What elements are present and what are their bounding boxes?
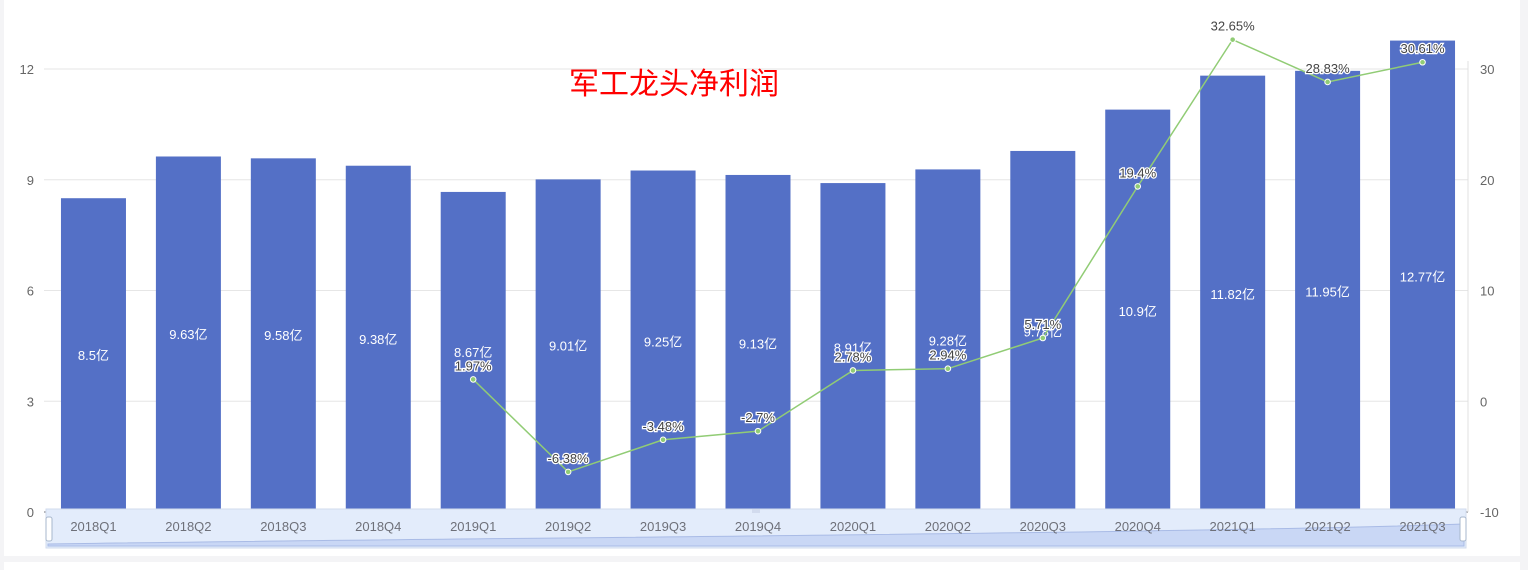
line-label-2021Q2: 28.83% [1306, 61, 1351, 76]
line-label-2019Q3: -3.48% [642, 419, 684, 434]
line-point-2020Q1 [849, 367, 857, 374]
category-label-2019Q2: 2019Q2 [545, 519, 591, 534]
category-label-2019Q3: 2019Q3 [640, 519, 686, 534]
bar-2019Q2 [535, 179, 601, 512]
line-label-2021Q3: 30.61% [1400, 41, 1445, 56]
bar-label-2020Q3: 9.78亿 [1024, 324, 1062, 339]
line-series [469, 36, 1426, 476]
line-point-2021Q3 [1419, 58, 1426, 66]
line-label-2019Q2: -6.38% [548, 451, 590, 466]
bar-2021Q2 [1295, 70, 1361, 513]
bar-labels: 8.5亿 9.63亿 9.58亿 9.38亿 8.67亿 9.01亿 9.25亿 9.13亿 8… [78, 269, 1445, 363]
category-label-2020Q4: 2020Q4 [1115, 519, 1161, 534]
bar-2018Q3 [250, 158, 316, 513]
bar-2018Q2 [155, 156, 221, 512]
right-tick--10: -10 [1480, 505, 1499, 520]
category-label-2018Q3: 2018Q3 [260, 519, 306, 534]
bar-label-2020Q1: 8.91亿 [834, 341, 872, 356]
bar-2021Q3 [1390, 40, 1456, 513]
line-label-2019Q1: 1.97% [455, 358, 492, 373]
bar-label-2021Q2: 11.95亿 [1305, 284, 1350, 299]
datazoom-handle-right[interactable] [1459, 516, 1467, 542]
category-label-2021Q1: 2021Q1 [1210, 519, 1256, 534]
line-point-2021Q2 [1324, 78, 1331, 86]
right-tick-0: 0 [1480, 394, 1487, 409]
line-label-2019Q4: -2.7% [741, 410, 775, 425]
bar-label-2019Q2: 9.01亿 [549, 339, 587, 354]
chart-title: 军工龙头净利润 [569, 68, 779, 101]
bar-label-2018Q2: 9.63亿 [169, 327, 207, 342]
line-point-2019Q3 [659, 436, 667, 444]
bar-2020Q1 [820, 183, 886, 512]
line-point-2019Q1 [469, 376, 477, 383]
bars [60, 40, 1456, 513]
category-label-2021Q3: 2021Q3 [1399, 519, 1445, 534]
category-label-2018Q4: 2018Q4 [355, 519, 401, 534]
line-point-2019Q2 [564, 468, 572, 476]
bar-label-2019Q4: 9.13亿 [739, 336, 777, 351]
bar-label-2021Q3: 12.77亿 [1400, 269, 1446, 284]
left-tick-0: 0 [27, 505, 34, 520]
category-label-2018Q1: 2018Q1 [70, 519, 116, 534]
category-label-2018Q2: 2018Q2 [165, 519, 211, 534]
right-tick-20: 20 [1480, 173, 1494, 188]
category-label-2019Q4: 2019Q4 [735, 519, 781, 534]
bar-2018Q1 [60, 198, 126, 513]
line-point-2020Q4 [1134, 183, 1142, 190]
bar-2019Q1 [440, 191, 506, 512]
bar-2019Q4 [725, 174, 791, 512]
bar-2020Q3 [1010, 150, 1076, 512]
bar-2020Q2 [915, 169, 981, 512]
category-label-2020Q1: 2020Q1 [830, 519, 876, 534]
datazoom-drag-handle[interactable] [752, 509, 760, 513]
bar-label-2019Q1: 8.67亿 [454, 345, 492, 360]
bar-label-2018Q4: 9.38亿 [359, 332, 397, 347]
line-point-2019Q4 [754, 427, 762, 435]
right-tick-30: 30 [1480, 62, 1494, 77]
line-labels: 1.97% -6.38% -3.48% -2.7% 2.78% 2.94% 5.71% 19.… [454, 17, 1447, 467]
line-label-2020Q2: 2.94% [929, 348, 966, 363]
left-tick-6: 6 [27, 284, 34, 299]
datazoom-preview [47, 523, 1465, 547]
category-label-2020Q2: 2020Q2 [925, 519, 971, 534]
category-label-2020Q3: 2020Q3 [1020, 519, 1066, 534]
bar-label-2020Q4: 10.9亿 [1119, 304, 1157, 319]
bar-label-2018Q3: 9.58亿 [264, 328, 302, 343]
category-label-2021Q2: 2021Q2 [1304, 519, 1350, 534]
right-axis-ticks: -10 0 10 20 30 [1480, 62, 1499, 520]
line-point-2020Q2 [944, 365, 952, 372]
bar-2020Q4 [1105, 109, 1171, 512]
line-point-2021Q1 [1229, 36, 1236, 43]
chart-card: 8.5亿 9.63亿 9.58亿 9.38亿 8.67亿 9.01亿 9.25亿 9.13亿 8… [4, 0, 1520, 556]
left-tick-9: 9 [27, 173, 34, 188]
bar-label-2018Q1: 8.5亿 [78, 348, 109, 363]
bar-label-2019Q3: 9.25亿 [644, 334, 682, 349]
line-point-2020Q3 [1039, 334, 1047, 342]
datazoom-slider[interactable] [45, 508, 1467, 549]
left-axis-ticks: 0 3 6 9 12 [20, 62, 34, 520]
bar-2018Q4 [345, 165, 411, 512]
category-label-2019Q1: 2019Q1 [450, 519, 496, 534]
bar-label-2020Q2: 9.28亿 [929, 334, 967, 349]
line-label-2020Q4: 19.4% [1119, 165, 1156, 180]
bottom-strip [4, 562, 1520, 570]
line-label-2020Q3: 5.71% [1024, 317, 1061, 332]
category-labels: 2018Q1 2018Q2 2018Q3 2018Q4 2019Q1 2019Q2 2019… [70, 519, 1445, 534]
line-label-2021Q1: 32.65% [1211, 19, 1256, 34]
left-tick-3: 3 [27, 394, 34, 409]
right-tick-10: 10 [1480, 284, 1494, 299]
chart: 8.5亿 9.63亿 9.58亿 9.38亿 8.67亿 9.01亿 9.25亿 9.13亿 8… [20, 17, 1499, 549]
bar-2019Q3 [630, 170, 696, 513]
datazoom-handle-left[interactable] [45, 516, 53, 542]
bar-2021Q1 [1200, 75, 1266, 513]
bar-label-2021Q1: 11.82亿 [1210, 287, 1255, 302]
left-tick-12: 12 [20, 62, 34, 77]
line-label-2020Q1: 2.78% [834, 349, 871, 364]
